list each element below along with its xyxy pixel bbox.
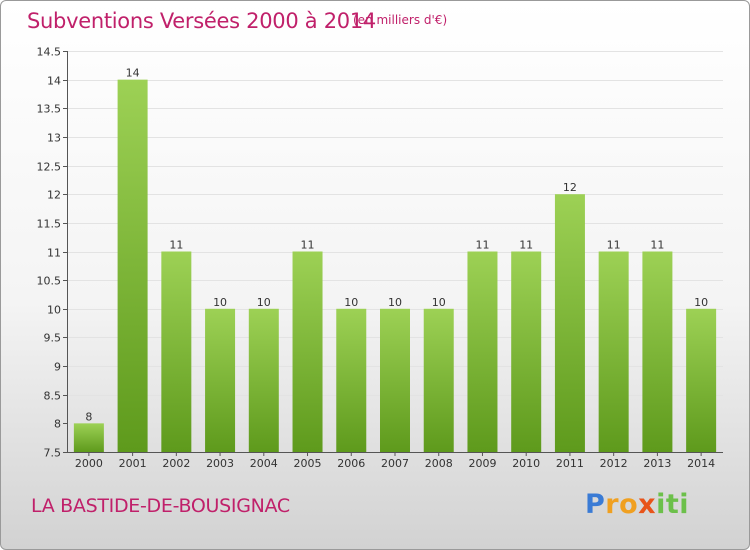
bar: [205, 308, 236, 452]
y-tick-label: 13.5: [37, 103, 62, 116]
x-tick-label: 2007: [381, 457, 409, 470]
x-tick-label: 2001: [119, 457, 147, 470]
x-tick-label: 2014: [687, 457, 715, 470]
x-tick-label: 2009: [468, 457, 496, 470]
bar: [467, 251, 498, 452]
y-tick-label: 9.5: [44, 332, 62, 345]
y-tick-label: 11.5: [37, 218, 62, 231]
x-tick-label: 2013: [643, 457, 671, 470]
bar: [161, 251, 192, 452]
axes: 7.5 8 8.5 9 9.5 10 10.5 11 11.5 12 12.5 13 13.5 14 14.…: [37, 46, 723, 470]
x-tick-label: 2002: [162, 457, 190, 470]
chart-title: Subventions Versées 2000 à 2014: [27, 9, 376, 33]
y-tick-label: 10.5: [37, 275, 62, 288]
x-tick-label: 2011: [556, 457, 584, 470]
bar: [380, 308, 410, 452]
x-tick-label: 2004: [250, 457, 278, 470]
bar-value-label: 11: [301, 239, 315, 252]
y-tick-label: 13: [47, 132, 61, 145]
bar-value-label: 14: [126, 67, 140, 80]
bar: [642, 251, 673, 452]
bar-value-label: 11: [650, 239, 664, 252]
y-tick-label: 14: [47, 75, 61, 88]
bar-value-label: 10: [432, 296, 446, 309]
data-labels: 8 14 11 10 10 11 10 10 10 11 11 12 11 11 10: [85, 67, 708, 424]
x-tick-label: 2005: [294, 457, 322, 470]
bar: [423, 308, 454, 452]
y-tick-label: 14.5: [37, 46, 62, 59]
bar: [554, 194, 585, 452]
logo-part: P: [585, 489, 606, 520]
bars: [73, 79, 717, 453]
bar-value-label: 10: [257, 296, 271, 309]
bar: [336, 308, 367, 452]
chart-subtitle: (en milliers d'€): [353, 13, 448, 27]
bar: [73, 423, 104, 452]
bar-value-label: 10: [694, 296, 708, 309]
logo-part: x: [638, 489, 657, 520]
bar-value-label: 10: [344, 296, 358, 309]
bar: [598, 251, 629, 452]
y-tick-label: 11: [47, 247, 61, 260]
bar: [292, 251, 323, 452]
bar-value-label: 11: [475, 239, 489, 252]
bar-value-label: 12: [563, 181, 577, 194]
x-tick-label: 2006: [337, 457, 365, 470]
logo-part: ro: [605, 489, 639, 520]
bar-value-label: 8: [85, 410, 92, 423]
y-tick-label: 10: [47, 304, 61, 317]
y-tick-label: 8.5: [44, 390, 62, 403]
bar-value-label: 10: [213, 296, 227, 309]
y-tick-label: 12: [47, 189, 61, 202]
y-tick-label: 7.5: [44, 447, 62, 460]
bar: [511, 251, 542, 452]
bar: [686, 308, 717, 452]
y-tick-label: 9: [54, 361, 61, 374]
bar: [117, 79, 148, 453]
y-tick-label: 8: [54, 418, 61, 431]
bar-value-label: 11: [519, 239, 533, 252]
bar-value-label: 11: [607, 239, 621, 252]
commune-name: LA BASTIDE-DE-BOUSIGNAC: [31, 495, 290, 517]
x-tick-label: 2012: [600, 457, 628, 470]
x-tick-label: 2000: [75, 457, 103, 470]
x-tick-label: 2010: [512, 457, 540, 470]
logo-part: iti: [656, 489, 690, 520]
x-tick-label: 2008: [425, 457, 453, 470]
bar-value-label: 11: [169, 239, 183, 252]
proxiti-logo: Proxiti: [585, 489, 689, 520]
x-tick-label: 2003: [206, 457, 234, 470]
bar: [248, 308, 279, 452]
y-tick-label: 12.5: [37, 161, 62, 174]
bar-value-label: 10: [388, 296, 402, 309]
